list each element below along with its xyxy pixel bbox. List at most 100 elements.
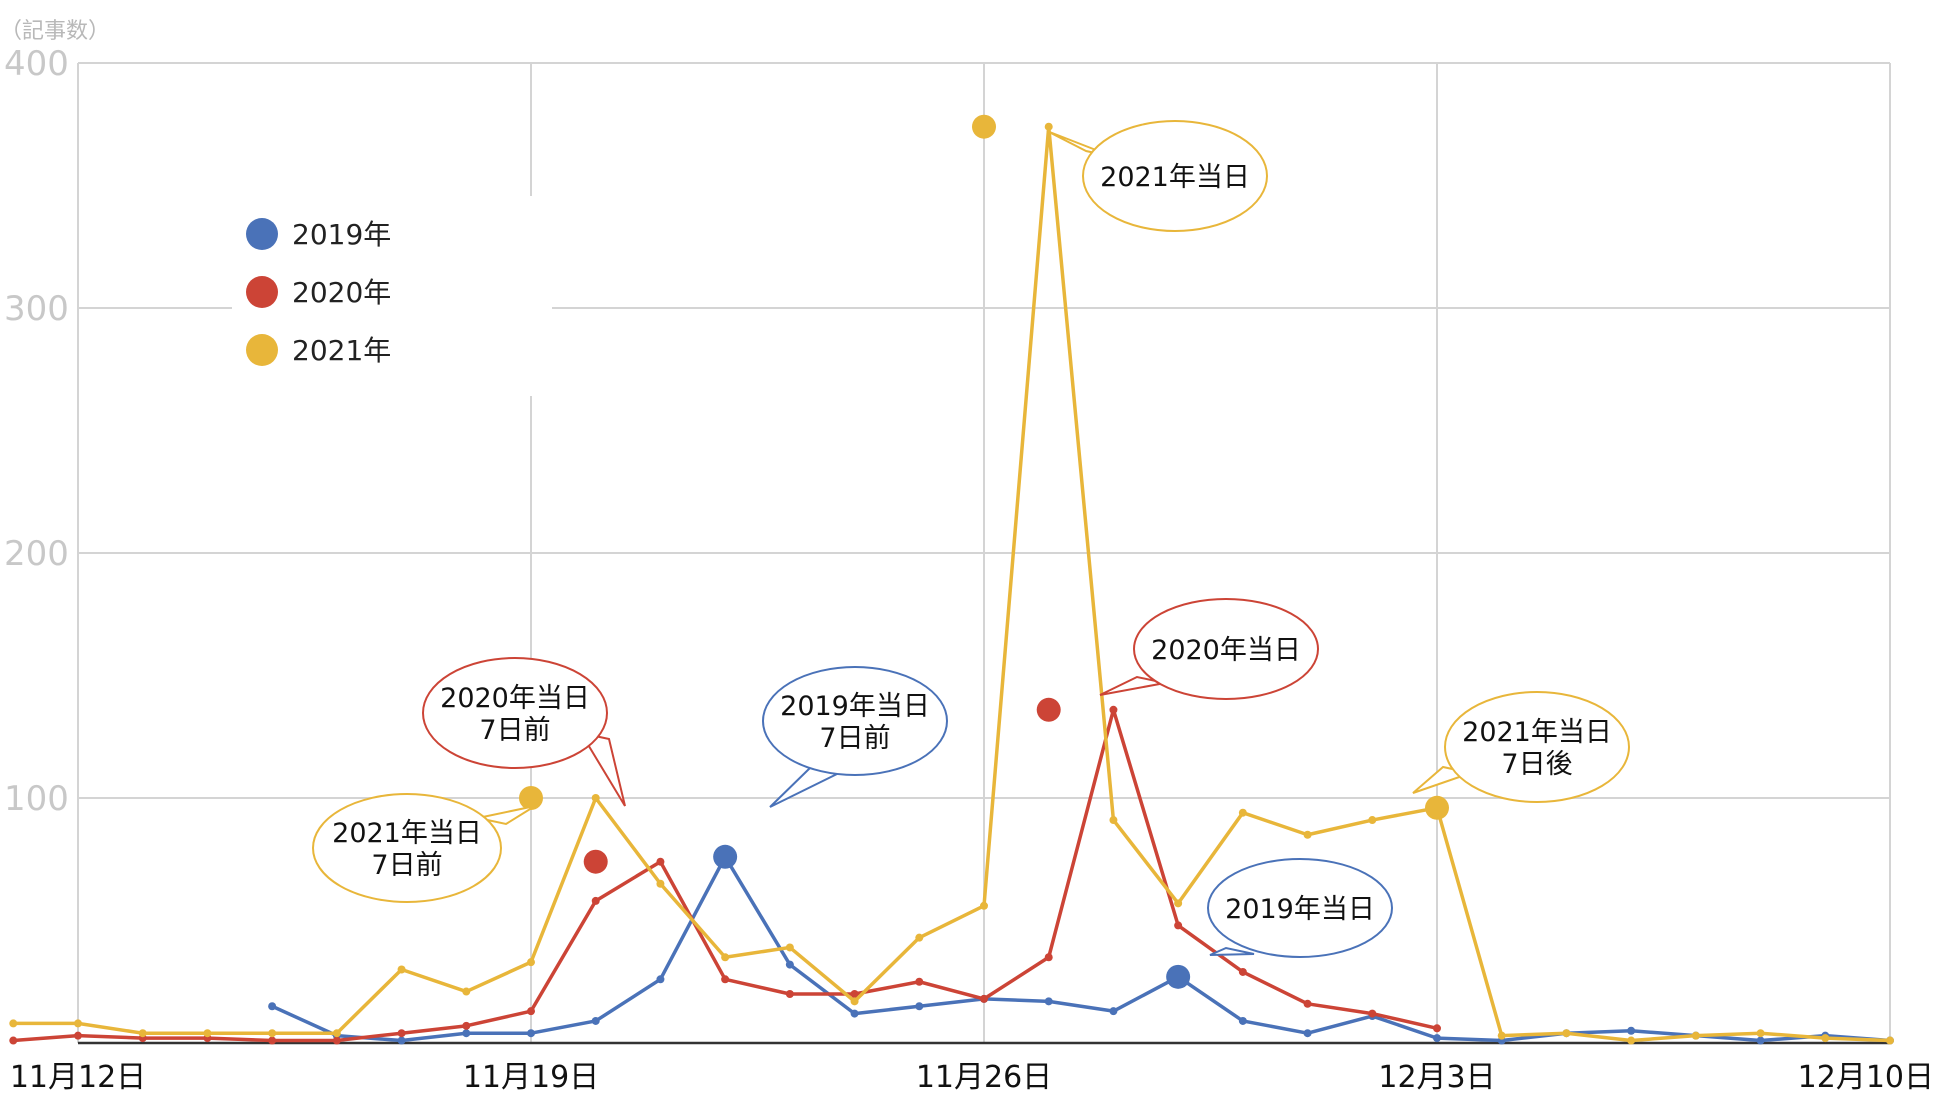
y-axis-title: （記事数） (0, 19, 110, 44)
callout-tail (477, 805, 536, 826)
data-point (9, 1019, 18, 1028)
data-point (785, 943, 794, 952)
data-point (1433, 1024, 1441, 1033)
x-tick-label: 12月3日 (1378, 1060, 1495, 1093)
legend-background (232, 196, 552, 396)
series-line (271, 855, 1891, 1043)
data-point (527, 958, 535, 967)
data-point (1303, 999, 1312, 1008)
data-point (915, 1002, 924, 1011)
callout-label: 7日後 (1501, 749, 1572, 780)
callout-bubble (1207, 858, 1393, 958)
data-point (721, 953, 730, 962)
data-point (1238, 808, 1247, 817)
highlight-marker (972, 114, 996, 139)
series-line (13, 708, 1438, 1043)
series (9, 122, 1894, 1045)
data-point (462, 987, 471, 996)
data-point (1303, 1029, 1312, 1038)
data-point (1238, 1016, 1247, 1025)
data-point (980, 994, 988, 1003)
legend-label: 2021年 (292, 334, 391, 367)
data-point (850, 997, 859, 1006)
callout-label: 7日前 (479, 715, 550, 746)
callout-bubble (1133, 598, 1319, 700)
data-point (1756, 1036, 1765, 1045)
data-point (591, 1016, 600, 1025)
x-tick-label: 11月12日 (10, 1060, 146, 1093)
legend: 2019年 2020年 2021年 (246, 218, 391, 367)
data-point (74, 1019, 82, 1028)
callout-label: 2021年当日 (1462, 717, 1612, 748)
data-point (591, 896, 600, 905)
data-point (332, 1029, 341, 1038)
data-point (1821, 1034, 1830, 1043)
data-point (1627, 1036, 1636, 1045)
data-point (980, 901, 988, 910)
data-point (9, 1036, 18, 1045)
data-point (203, 1029, 212, 1038)
data-point (138, 1029, 147, 1038)
data-point (1109, 705, 1118, 714)
data-point (268, 1029, 277, 1038)
callout: 2019年当日 (1207, 858, 1393, 958)
data-point (1174, 921, 1183, 930)
highlight-marker (1166, 964, 1191, 989)
data-point (1368, 816, 1377, 825)
data-point (1109, 816, 1118, 825)
callout: 2021年当日 (1046, 120, 1268, 232)
y-tick-label: 400 (4, 44, 69, 84)
data-point (397, 965, 406, 974)
data-point (1109, 1007, 1118, 1016)
callout-label: 2020年当日 (440, 683, 590, 714)
callout-bubble (1444, 691, 1630, 803)
x-tick-label: 11月26日 (916, 1060, 1052, 1093)
callout-tail (1209, 946, 1255, 956)
data-point (1303, 830, 1312, 839)
callout-label: 2020年当日 (1151, 635, 1301, 666)
legend-marker (246, 276, 278, 308)
callout-label: 7日前 (819, 723, 890, 754)
data-point (268, 1036, 277, 1045)
data-point (656, 975, 665, 984)
data-point (268, 1002, 277, 1011)
data-point (1044, 997, 1053, 1006)
data-point (1044, 122, 1053, 131)
callout-label: 2021年当日 (332, 818, 482, 849)
data-point (1562, 1029, 1571, 1038)
data-point (915, 933, 924, 942)
data-point (1886, 1036, 1894, 1045)
data-point (462, 1021, 471, 1030)
y-tick-label: 100 (4, 779, 69, 819)
legend-label: 2019年 (292, 218, 391, 251)
highlight-marker (1036, 697, 1061, 722)
data-point (1627, 1026, 1636, 1035)
callouts: 2019年当日7日前2019年当日2020年当日7日前2020年当日2021年当… (312, 114, 1630, 989)
data-point (527, 1029, 535, 1038)
data-point (850, 990, 859, 998)
highlight-marker (519, 786, 543, 810)
callout-bubble (422, 657, 608, 769)
data-point (397, 1036, 406, 1045)
data-point (1756, 1029, 1765, 1038)
data-point (656, 879, 665, 888)
x-tick-label: 11月19日 (463, 1060, 599, 1093)
data-point (1497, 1031, 1506, 1040)
data-point (915, 977, 924, 986)
legend-marker (246, 218, 278, 250)
series-line (13, 124, 1891, 1043)
x-tick-label: 12月10日 (1798, 1060, 1934, 1093)
y-tick-label: 300 (4, 289, 69, 329)
callout-label: 2019年当日 (780, 691, 930, 722)
data-point (785, 960, 794, 969)
data-point (1368, 1009, 1377, 1018)
data-point (1691, 1031, 1700, 1040)
callout-bubble (312, 793, 502, 903)
data-point (74, 1031, 82, 1040)
data-point (721, 975, 730, 984)
legend-label: 2020年 (292, 276, 391, 309)
